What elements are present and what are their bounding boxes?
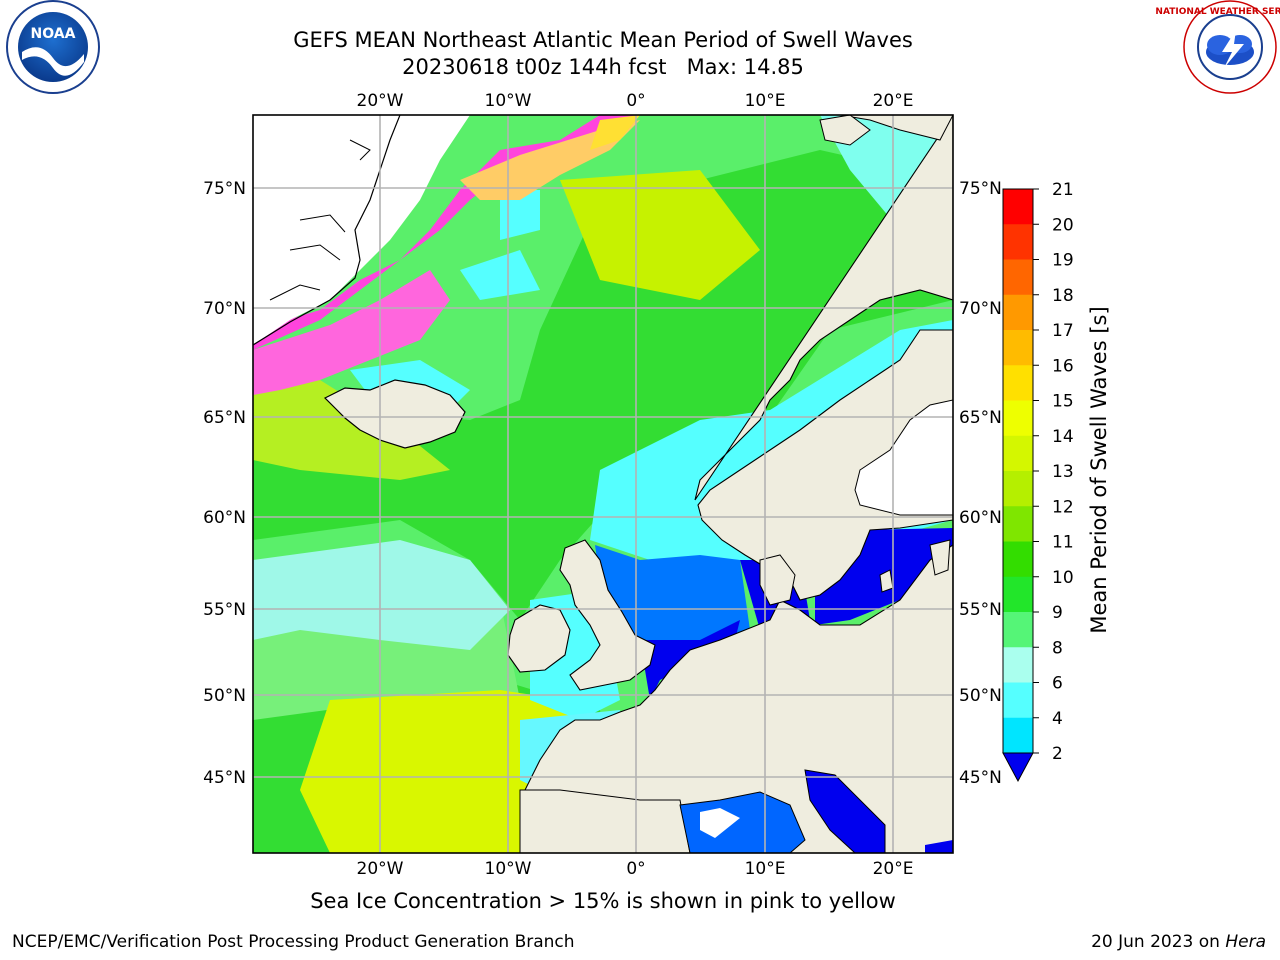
colorbar-tick-label: 19 bbox=[1052, 251, 1074, 271]
colorbar-tick-label: 16 bbox=[1052, 356, 1074, 376]
colorbar-tick-label: 13 bbox=[1052, 462, 1074, 482]
colorbar: 21 20 19 18 17 16 15 14 13 12 11 10 9 8 6 4 2 bbox=[1002, 180, 1074, 783]
lon-label-top: 10°E bbox=[745, 91, 786, 111]
lat-label-left: 50°N bbox=[203, 686, 246, 706]
lat-label-right: 50°N bbox=[959, 686, 1002, 706]
lat-label-left: 75°N bbox=[203, 179, 246, 199]
noaa-logo: NOAA bbox=[6, 0, 100, 94]
colorbar-tick-label: 4 bbox=[1052, 709, 1063, 729]
gridlines bbox=[253, 115, 953, 853]
title-line-2: 20230618 t00z 144h fcst Max: 14.85 bbox=[402, 55, 804, 79]
colorbar-tick-label: 17 bbox=[1052, 321, 1074, 341]
lon-label-bottom: 20°W bbox=[357, 859, 404, 879]
colorbar-segment bbox=[1003, 647, 1033, 683]
colorbar-segment bbox=[1003, 330, 1033, 366]
colorbar-segment bbox=[1003, 259, 1033, 296]
colorbar-tick-label: 18 bbox=[1052, 286, 1074, 306]
colorbar-segment bbox=[1003, 717, 1033, 754]
colorbar-segment bbox=[1003, 435, 1033, 472]
lon-label-bottom: 20°E bbox=[873, 859, 914, 879]
map-field bbox=[253, 115, 953, 853]
lat-label-right: 55°N bbox=[959, 600, 1002, 620]
lat-label-right: 70°N bbox=[959, 299, 1002, 319]
colorbar-tick-label: 6 bbox=[1052, 674, 1063, 694]
lat-label-right: 65°N bbox=[959, 408, 1002, 428]
colorbar-segment bbox=[1003, 576, 1033, 613]
nws-logo: NATIONAL WEATHER SERVICE bbox=[1155, 0, 1280, 94]
footer-branch: NCEP/EMC/Verification Post Processing Pr… bbox=[12, 932, 575, 952]
colorbar-segment bbox=[1003, 189, 1033, 225]
colorbar-tick-label: 10 bbox=[1052, 568, 1074, 588]
nws-ring-text: NATIONAL WEATHER SERVICE bbox=[1155, 7, 1280, 17]
colorbar-tick-label: 12 bbox=[1052, 497, 1074, 517]
lat-label-left: 65°N bbox=[203, 408, 246, 428]
sea-ice-caption: Sea Ice Concentration > 15% is shown in … bbox=[310, 889, 896, 913]
title-line-1: GEFS MEAN Northeast Atlantic Mean Period… bbox=[293, 28, 913, 52]
lat-label-left: 45°N bbox=[203, 768, 246, 788]
colorbar-tick-label: 20 bbox=[1052, 215, 1074, 235]
map-frame bbox=[252, 114, 954, 854]
colorbar-tick-label: 2 bbox=[1052, 744, 1063, 764]
colorbar-segment bbox=[1003, 682, 1033, 719]
lon-label-top: 20°E bbox=[873, 91, 914, 111]
lat-label-right: 60°N bbox=[959, 508, 1002, 528]
colorbar-tick-label: 15 bbox=[1052, 392, 1074, 412]
colorbar-segment bbox=[1003, 294, 1033, 331]
colorbar-segment bbox=[1003, 541, 1033, 578]
lon-label-top: 10°W bbox=[485, 91, 532, 111]
lon-label-top: 0° bbox=[626, 91, 645, 111]
lat-label-right: 45°N bbox=[959, 768, 1002, 788]
colorbar-tick-label: 11 bbox=[1052, 533, 1074, 553]
colorbar-segment bbox=[1003, 471, 1033, 507]
colorbar-tick-label: 21 bbox=[1052, 180, 1074, 200]
lon-label-bottom: 10°W bbox=[485, 859, 532, 879]
footer-host: Hera bbox=[1225, 932, 1266, 952]
chart-title: GEFS MEAN Northeast Atlantic Mean Period… bbox=[253, 27, 953, 81]
lat-label-left: 70°N bbox=[203, 299, 246, 319]
footer-date: 20 Jun 2023 on Hera bbox=[1091, 932, 1266, 952]
lon-label-bottom: 10°E bbox=[745, 859, 786, 879]
lon-label-top: 20°W bbox=[357, 91, 404, 111]
lon-label-bottom: 0° bbox=[626, 859, 645, 879]
colorbar-segment bbox=[1003, 224, 1033, 260]
colorbar-tick-label: 9 bbox=[1052, 603, 1063, 623]
lat-label-right: 75°N bbox=[959, 179, 1002, 199]
colorbar-segment bbox=[1003, 365, 1033, 401]
lat-label-left: 55°N bbox=[203, 600, 246, 620]
colorbar-tick-label: 8 bbox=[1052, 638, 1063, 658]
noaa-logo-text: NOAA bbox=[31, 26, 76, 42]
footer-date-text: 20 Jun 2023 on bbox=[1091, 932, 1226, 952]
colorbar-segment bbox=[1003, 506, 1033, 542]
colorbar-extend-arrow bbox=[1002, 752, 1034, 783]
colorbar-segment bbox=[1003, 400, 1033, 437]
lat-label-left: 60°N bbox=[203, 508, 246, 528]
colorbar-segment bbox=[1003, 612, 1033, 648]
colorbar-label: Mean Period of Swell Waves [s] bbox=[1087, 306, 1111, 633]
colorbar-tick-label: 14 bbox=[1052, 427, 1074, 447]
